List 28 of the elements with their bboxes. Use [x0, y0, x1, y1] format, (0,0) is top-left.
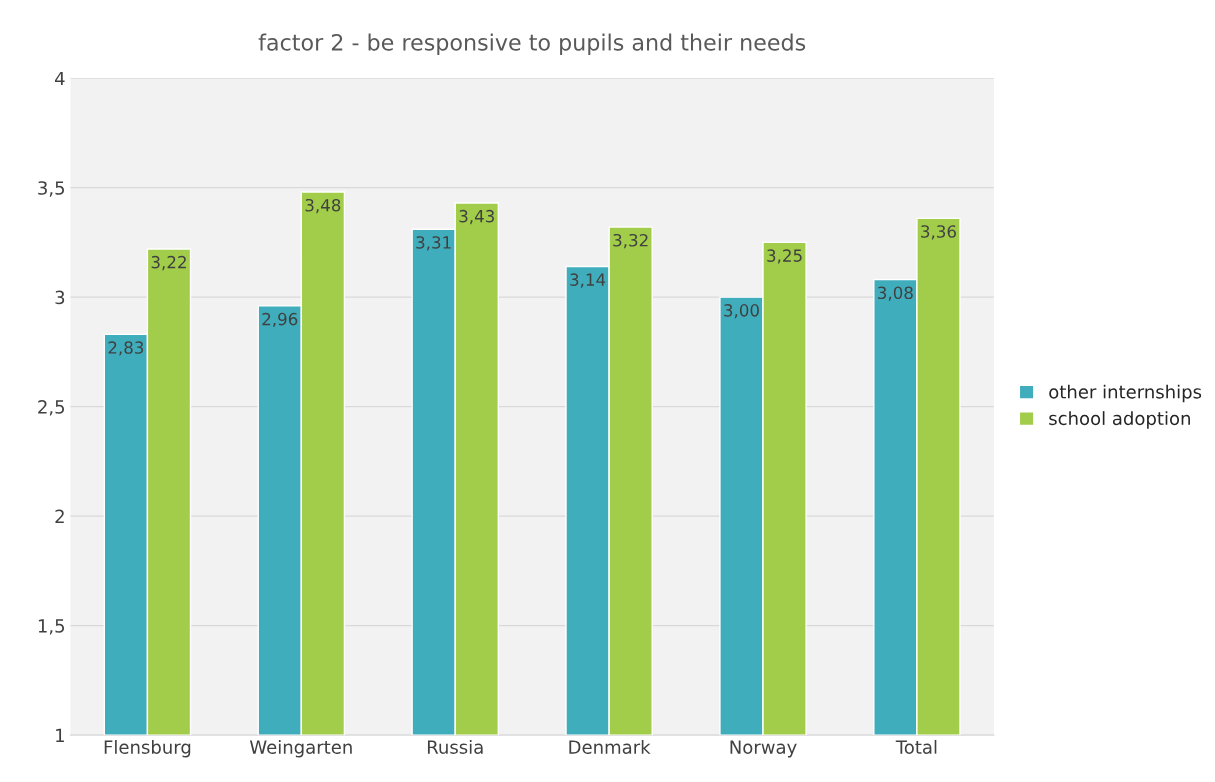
legend-label: other internships: [1049, 384, 1202, 403]
x-tick-label: Norway: [730, 740, 797, 758]
chart-title: factor 2 - be responsive to pupils and their needs: [258, 33, 806, 56]
data-label: 3,22: [151, 255, 186, 271]
y-tick-label: 1: [56, 728, 64, 742]
y-tick-label: 3,5: [38, 181, 65, 197]
x-tick-label: Denmark: [569, 739, 651, 754]
y-tick-label: 3: [55, 290, 65, 305]
x-tick-label: Weingarten: [249, 739, 352, 758]
y-tick-label: 4: [55, 71, 65, 86]
y-tick-label: 2,5: [38, 400, 65, 416]
data-label: 3,14: [570, 273, 606, 288]
data-label: 3,31: [416, 236, 451, 251]
x-tick-label: Russia: [427, 739, 483, 754]
x-tick-label: Flensburg: [104, 739, 191, 758]
data-label: 2,83: [108, 341, 144, 356]
data-label: 2,96: [262, 312, 298, 328]
y-tick-label: 1,5: [38, 619, 65, 635]
data-label: 3,43: [459, 209, 494, 225]
data-label: 3,36: [921, 225, 956, 240]
y-tick-label: 2: [55, 509, 64, 523]
data-label: 3,00: [724, 304, 759, 319]
data-label: 3,32: [613, 233, 648, 249]
data-label: 3,25: [767, 249, 802, 264]
data-label: 3,08: [878, 286, 913, 301]
data-label: 3,48: [305, 198, 341, 214]
legend-label: school adoption: [1049, 411, 1190, 429]
x-tick-label: Total: [895, 739, 937, 754]
